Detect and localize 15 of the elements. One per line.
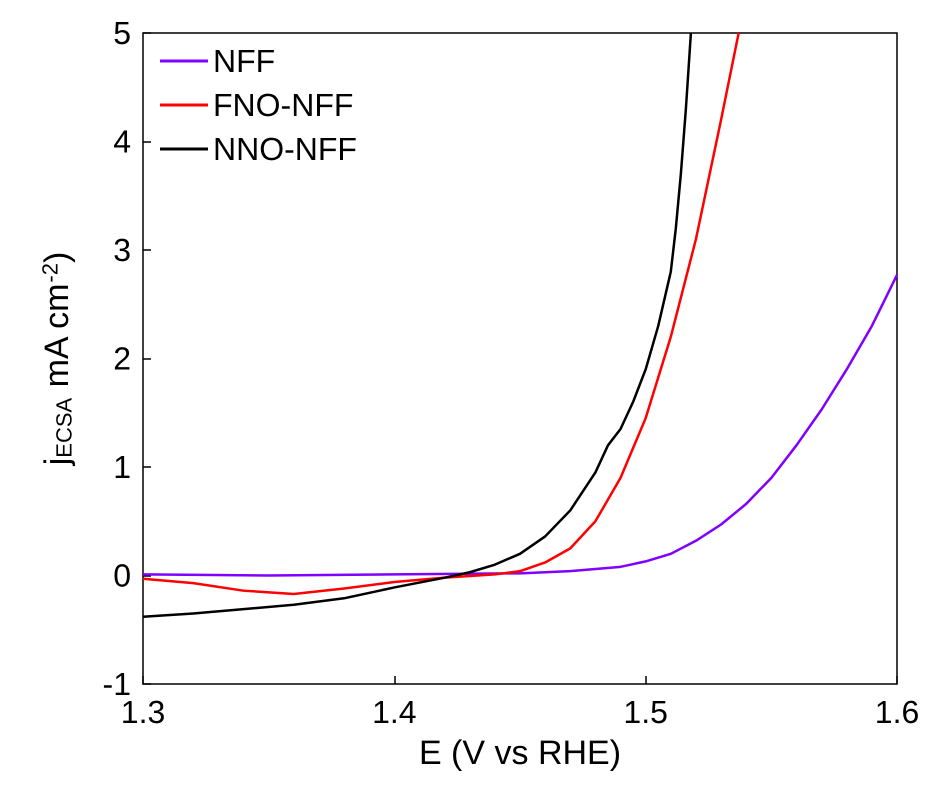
x-axis-title: E (V vs RHE) — [418, 734, 622, 772]
x-tick-label: 1.4 — [372, 694, 417, 730]
y-axis-title: jECSA mA cm-2) — [38, 252, 76, 466]
y-tick-label: 3 — [113, 232, 131, 268]
y-tick-label: 1 — [113, 449, 131, 485]
line-series — [142, 274, 898, 577]
y-tick-label: 4 — [113, 124, 131, 160]
legend-label: FNO-NFF — [213, 87, 354, 123]
x-tick-label: 1.5 — [623, 694, 668, 730]
legend-label: NFF — [213, 43, 276, 79]
y-tick-label: 2 — [113, 340, 131, 376]
y-tick-label: 5 — [113, 15, 131, 51]
legend-label: NNO-NFF — [213, 131, 357, 167]
y-tick-label: 0 — [113, 558, 131, 594]
x-tick-label: 1.6 — [874, 694, 920, 730]
